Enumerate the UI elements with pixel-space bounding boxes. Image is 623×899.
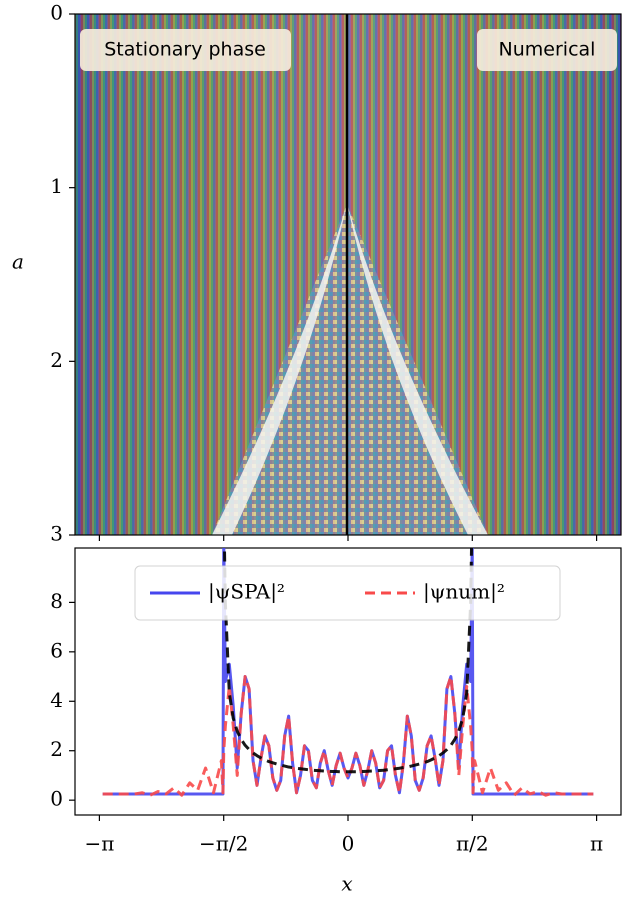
legend-box	[134, 565, 561, 621]
y-tick-label: 0	[50, 1, 63, 25]
annotation: Numerical	[499, 39, 596, 61]
y-tick-label: 2	[50, 737, 63, 761]
y-tick-label: 6	[50, 638, 63, 662]
x-tick-label: −π/2	[199, 832, 248, 856]
y-tick-label: 2	[50, 348, 63, 372]
y-tick-label: 0	[50, 787, 63, 811]
x-tick-label: π	[590, 832, 603, 856]
series-line	[102, 548, 594, 796]
x-tick-label: −π	[84, 832, 114, 856]
y-tick-label: 1	[50, 174, 63, 198]
series-line	[222, 548, 474, 774]
x-axis-label: x	[341, 872, 352, 896]
y-tick-label: 3	[50, 522, 63, 546]
phase-image	[75, 14, 621, 535]
y-axis-label: a	[12, 250, 24, 274]
legend-label: |ψSPA|²	[208, 580, 285, 605]
y-tick-label: 8	[50, 589, 63, 613]
annotation: Stationary phase	[104, 39, 266, 61]
y-tick-label: 4	[50, 688, 63, 712]
x-tick-label: π/2	[456, 832, 489, 856]
plot-area	[102, 548, 594, 797]
x-tick-label: 0	[342, 832, 355, 856]
annotation-box	[477, 29, 617, 71]
series-line	[102, 675, 594, 797]
legend-label: |ψnum|²	[423, 580, 505, 605]
caustic-interior	[212, 204, 488, 535]
annotation-box	[80, 29, 291, 71]
